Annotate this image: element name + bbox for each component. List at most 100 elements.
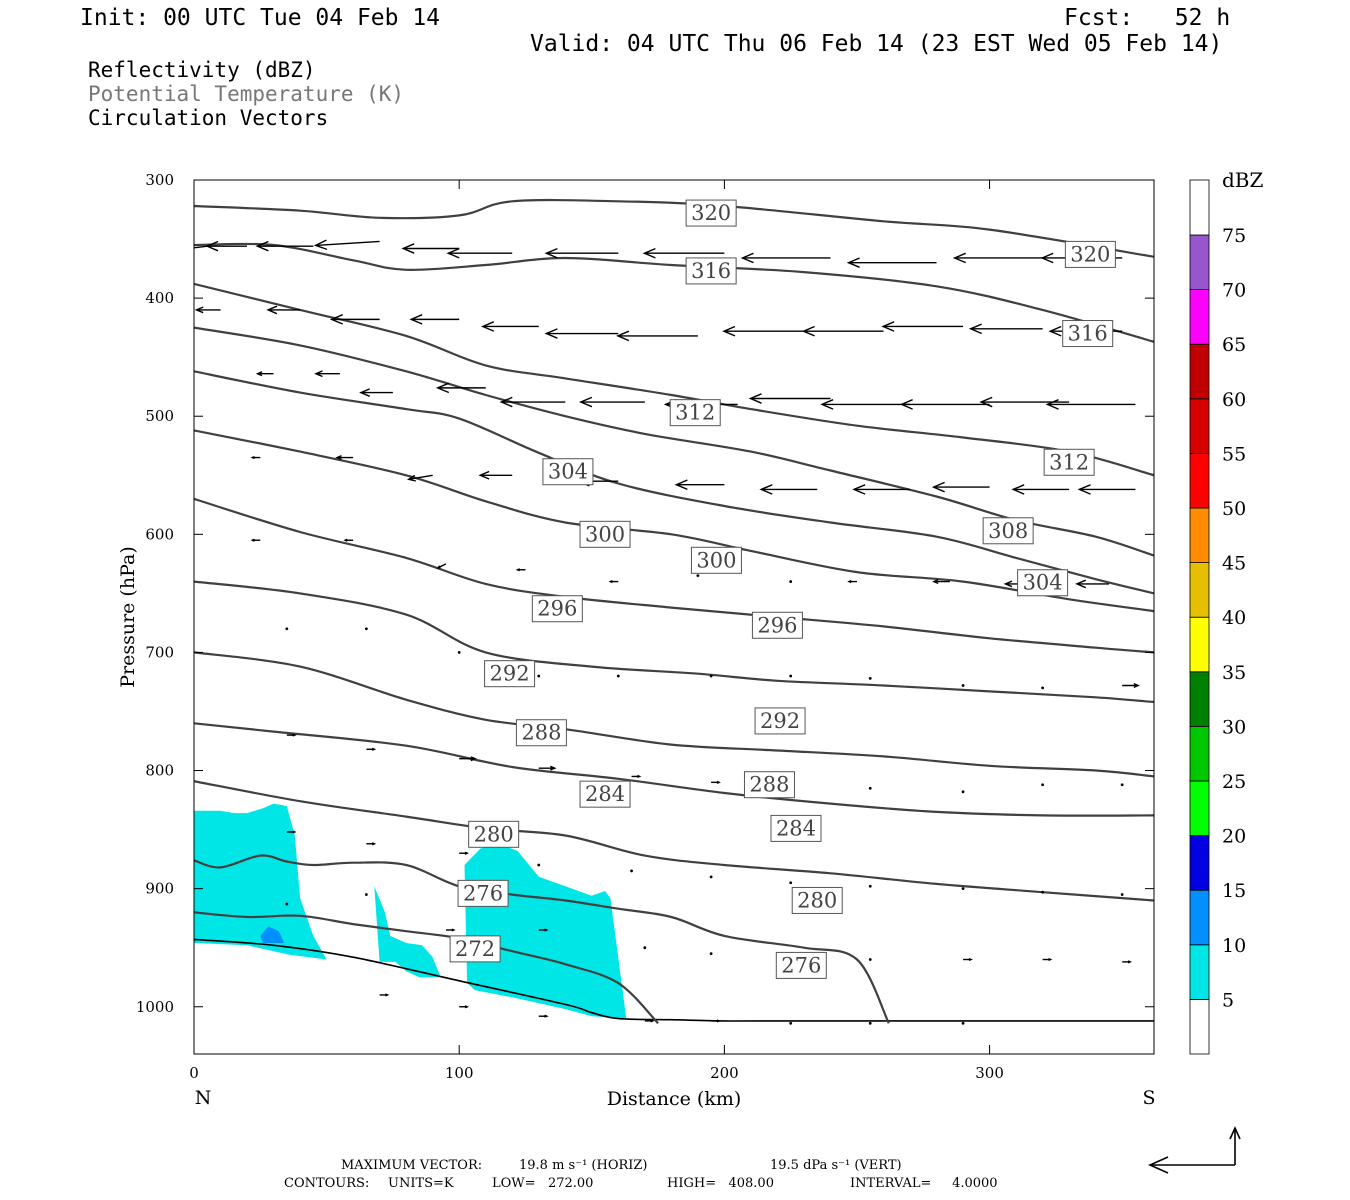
circulation-vector	[961, 887, 965, 891]
circulation-vector	[401, 243, 460, 254]
x-axis-label: Distance (km)	[607, 1088, 742, 1110]
circulation-vector	[343, 538, 354, 542]
field-vectors: Circulation Vectors	[88, 106, 329, 130]
circulation-vector	[630, 869, 633, 873]
x-tick-label: 0	[189, 1064, 199, 1082]
isentrope-284	[194, 722, 1154, 817]
circulation-vector	[255, 240, 314, 252]
circulation-vector	[616, 674, 620, 678]
circulation-vector	[709, 952, 713, 956]
isentrope-label: 308	[982, 517, 1034, 545]
circulation-vector	[544, 328, 619, 339]
circulation-vector	[194, 245, 208, 249]
svg-text:304: 304	[1023, 571, 1063, 595]
colorbar-label: 55	[1222, 443, 1246, 465]
circulation-vector	[642, 247, 725, 259]
y-tick-label: 600	[145, 525, 174, 543]
circulation-vector	[286, 830, 297, 834]
circulation-vector	[499, 396, 566, 408]
circulation-vector	[478, 470, 513, 480]
circulation-vector	[457, 651, 461, 654]
circulation-vector	[194, 306, 221, 314]
circulation-vector	[608, 579, 619, 584]
colorbar-label: 40	[1222, 607, 1246, 629]
isentrope-320	[194, 198, 1154, 258]
svg-text:312: 312	[1049, 450, 1089, 474]
isentrope-312	[194, 282, 1154, 477]
circulation-vector	[801, 325, 884, 337]
isentrope-label: 288	[515, 719, 567, 747]
colorbar-swatch-70	[1189, 234, 1210, 290]
y-tick-label: 800	[145, 762, 174, 780]
colorbar-label: 25	[1222, 771, 1246, 793]
colorbar-swatch-65	[1189, 289, 1210, 345]
svg-text:292: 292	[490, 662, 530, 686]
colorbar-label: 35	[1222, 662, 1246, 684]
terrain-line	[194, 938, 1154, 1022]
svg-text:312: 312	[675, 401, 715, 425]
circulation-vector	[285, 627, 289, 631]
colorbar-label: 15	[1222, 880, 1246, 902]
circulation-vector	[364, 893, 368, 896]
circulation-vector	[696, 574, 700, 578]
circulation-vector	[852, 484, 911, 495]
circulation-vector	[359, 388, 393, 397]
circulation-vector	[1041, 890, 1045, 894]
circulation-vector	[1041, 686, 1045, 690]
circulation-vector	[313, 239, 380, 251]
x-tick-label: 300	[975, 1064, 1004, 1082]
circulation-vector	[1122, 682, 1140, 689]
isentrope-292	[194, 580, 1154, 704]
svg-text:272: 272	[455, 937, 495, 961]
circulation-vector	[748, 393, 831, 404]
svg-text:300: 300	[696, 548, 736, 572]
circulation-vector	[1041, 783, 1045, 787]
footer-low: LOW= 272.00	[492, 1176, 594, 1191]
forecast-hour: Fcst: 52 h	[1064, 5, 1231, 31]
svg-text:296: 296	[757, 613, 797, 637]
footer-units: UNITS=K	[388, 1176, 454, 1191]
circulation-vector	[406, 474, 433, 482]
circulation-vector	[1077, 484, 1136, 495]
x-left-end-label: N	[195, 1087, 212, 1109]
colorbar-swatch-below	[1189, 999, 1210, 1055]
colorbar-label: 70	[1222, 280, 1246, 302]
isentrope-label: 272	[449, 935, 501, 963]
circulation-vector	[931, 481, 990, 493]
circulation-vector	[459, 1005, 469, 1009]
isentrope-label: 288	[743, 771, 795, 799]
svg-text:288: 288	[749, 773, 789, 797]
footer-vert: 19.5 dPa s⁻¹ (VERT)	[770, 1158, 902, 1173]
y-axis-label: Pressure (hPa)	[117, 546, 139, 688]
circulation-vector	[329, 314, 380, 325]
circulation-vector	[868, 677, 872, 680]
field-theta: Potential Temperature (K)	[88, 82, 405, 106]
circulation-vector	[846, 257, 937, 268]
colorbar-swatch-45	[1189, 507, 1210, 563]
circulation-vector	[722, 325, 804, 337]
isentrope-label: 284	[579, 780, 631, 808]
circulation-vector	[961, 1021, 965, 1025]
circulation-vector	[931, 579, 950, 585]
svg-text:308: 308	[988, 519, 1028, 543]
colorbar-unit: dBZ	[1222, 168, 1264, 192]
svg-text:304: 304	[548, 460, 588, 484]
circulation-vector	[1011, 484, 1070, 495]
colorbar-label: 5	[1222, 989, 1234, 1011]
colorbar-label: 60	[1222, 389, 1246, 411]
isentrope-label: 296	[531, 595, 583, 623]
y-tick-label: 900	[145, 880, 174, 898]
colorbar-swatch-35	[1189, 616, 1210, 673]
circulation-vector	[366, 842, 377, 846]
svg-text:288: 288	[521, 721, 561, 745]
colorbar-label: 65	[1222, 334, 1246, 356]
svg-text:316: 316	[691, 259, 731, 283]
svg-text:276: 276	[463, 881, 503, 905]
circulation-vector	[868, 958, 872, 961]
isentrope-label: 276	[457, 879, 509, 907]
circulation-vector	[459, 756, 478, 762]
circulation-vector	[255, 371, 274, 377]
x-right-end-label: S	[1142, 1087, 1155, 1109]
colorbar-swatch-55	[1189, 398, 1210, 454]
circulation-vector	[1075, 579, 1109, 589]
